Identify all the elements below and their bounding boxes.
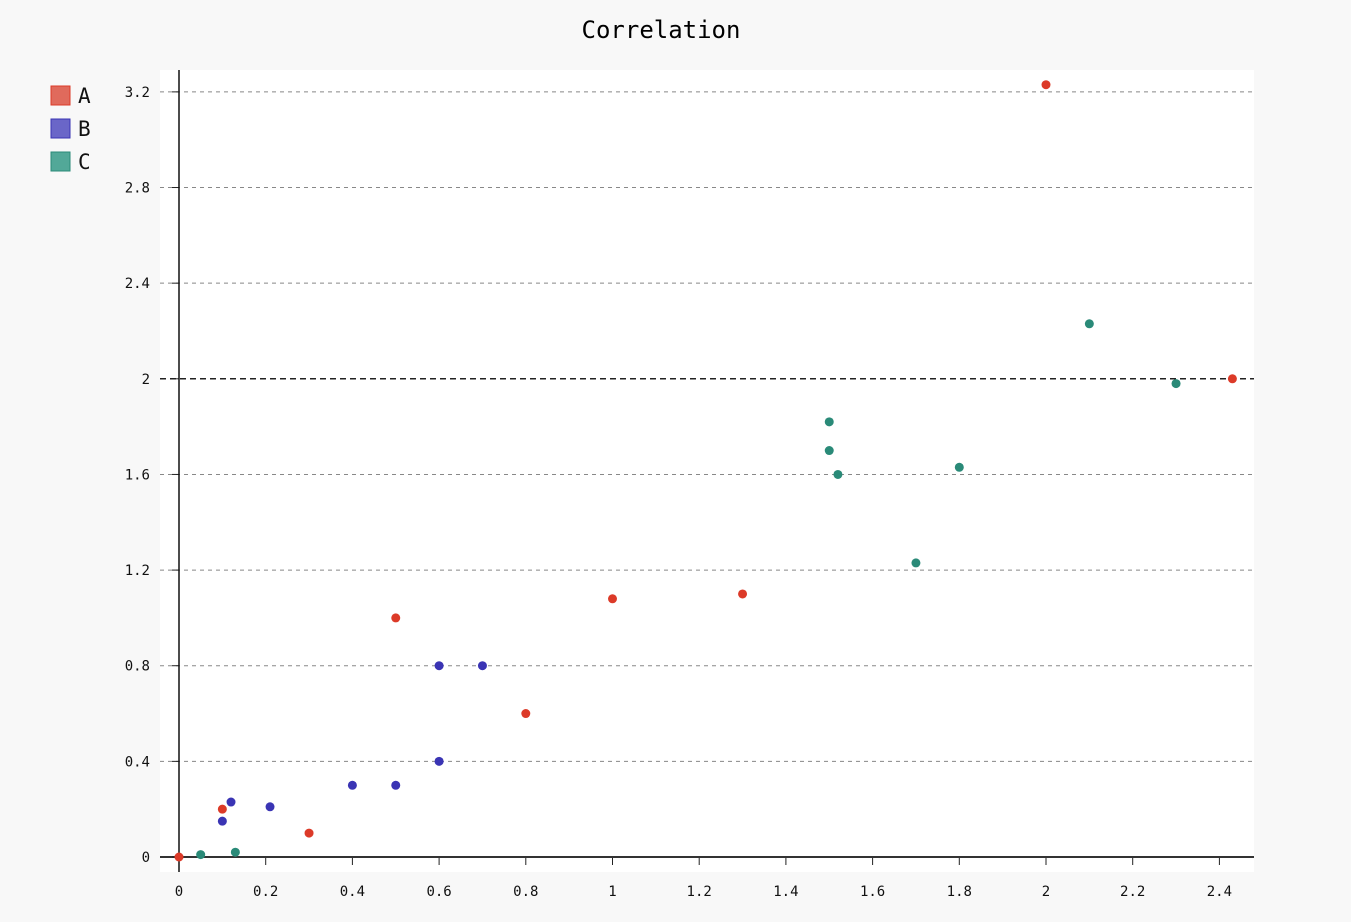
y-tick-label: 2.4 <box>125 276 150 292</box>
data-point-b[interactable] <box>434 756 444 766</box>
data-point-b[interactable] <box>265 802 275 812</box>
x-tick-label: 1 <box>608 884 616 900</box>
data-point-a[interactable] <box>608 594 617 604</box>
legend-swatch-a[interactable] <box>50 85 71 106</box>
x-tick-label: 1.2 <box>687 884 712 900</box>
y-tick-label: 1.6 <box>125 467 150 483</box>
data-point-a[interactable] <box>304 828 314 838</box>
data-point-c[interactable] <box>824 446 834 456</box>
x-tick-label: 0 <box>175 884 183 900</box>
x-tick-label: 2.4 <box>1207 884 1232 900</box>
x-tick-label: 1.4 <box>773 884 798 900</box>
y-tick-label: 0 <box>142 850 150 866</box>
chart-title: Correlation <box>582 16 741 44</box>
legend-label-c[interactable]: C <box>78 150 91 174</box>
y-tick-label: 0.8 <box>125 659 150 675</box>
x-tick-label: 1.6 <box>860 884 885 900</box>
data-point-a[interactable] <box>174 852 184 862</box>
legend-swatch-c[interactable] <box>50 151 71 172</box>
y-tick-label: 3.2 <box>125 85 150 101</box>
data-point-c[interactable] <box>196 850 206 860</box>
data-point-a[interactable] <box>1041 80 1051 90</box>
data-point-b[interactable] <box>347 780 357 790</box>
x-tick-label: 0.2 <box>253 884 278 900</box>
data-point-a[interactable] <box>1227 374 1237 384</box>
data-point-b[interactable] <box>391 780 401 790</box>
plot-area <box>160 70 1254 872</box>
data-points <box>174 80 1237 862</box>
legend-label-a[interactable]: A <box>78 84 91 108</box>
data-point-c[interactable] <box>833 469 843 479</box>
data-point-c[interactable] <box>911 558 921 568</box>
data-point-c[interactable] <box>230 847 240 857</box>
x-tick-label: 1.8 <box>947 884 972 900</box>
x-axis: 0 0.2 0.4 0.6 0.8 1 1.2 1.4 1.6 1.8 2 2.2 2.4 <box>160 856 1254 900</box>
data-point-c[interactable] <box>824 417 834 427</box>
y-tick-label: 1.2 <box>125 563 150 579</box>
y-axis: 0 0.4 0.8 1.2 1.6 2 2.4 2.8 3.2 <box>125 70 180 872</box>
data-point-c[interactable] <box>1171 379 1181 389</box>
data-point-b[interactable] <box>217 816 227 826</box>
y-tick-label: 2 <box>142 372 150 388</box>
data-point-a[interactable] <box>391 613 401 623</box>
y-tick-label: 2.8 <box>125 181 150 197</box>
x-tick-label: 0.8 <box>513 884 538 900</box>
data-point-b[interactable] <box>434 661 444 671</box>
x-tick-label: 0.6 <box>426 884 451 900</box>
legend-label-b[interactable]: B <box>78 117 91 141</box>
data-point-a[interactable] <box>217 804 227 814</box>
data-point-c[interactable] <box>1084 319 1094 329</box>
x-tick-label: 2 <box>1042 884 1050 900</box>
data-point-a[interactable] <box>738 589 748 599</box>
data-point-b[interactable] <box>226 797 236 807</box>
x-tick-label: 2.2 <box>1120 884 1145 900</box>
legend: ABC <box>50 84 91 174</box>
data-point-c[interactable] <box>954 462 964 472</box>
data-point-b[interactable] <box>477 661 487 671</box>
x-tick-label: 0.4 <box>340 884 365 900</box>
legend-swatch-b[interactable] <box>50 118 71 139</box>
y-tick-label: 0.4 <box>125 754 150 770</box>
grid <box>160 91 1254 762</box>
data-point-a[interactable] <box>521 709 531 719</box>
